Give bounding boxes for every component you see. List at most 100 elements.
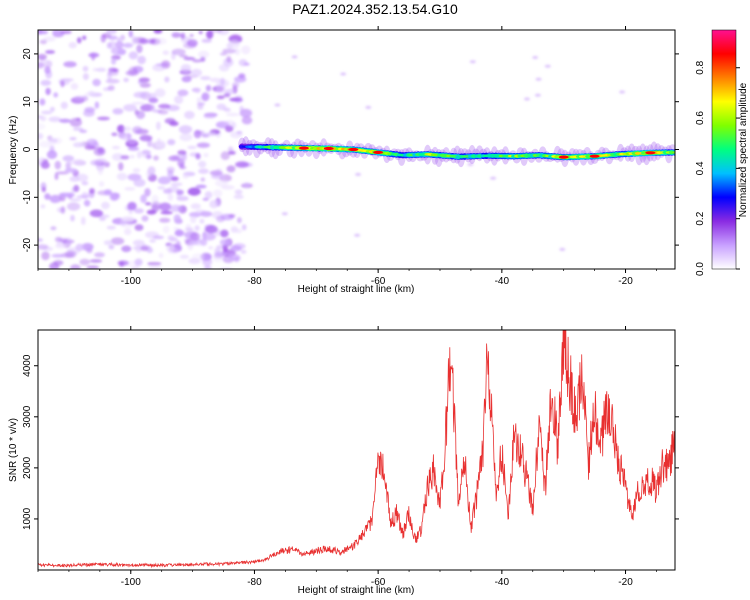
y-tick-label: 3000 [22, 405, 33, 428]
noise-blob [173, 218, 181, 224]
noise-blob [92, 67, 98, 72]
colorbar-label: Normalized spectral amplitude [738, 82, 749, 217]
noise-blob [228, 151, 236, 155]
noise-blob [192, 59, 202, 63]
noise-blob [95, 67, 107, 72]
noise-blob [48, 116, 62, 123]
noise-blob [38, 133, 44, 140]
noise-blob [39, 141, 52, 148]
spectrogram-y-ticks: -20 -10 0 10 20 [22, 48, 679, 252]
noise-blob [133, 208, 144, 214]
noise-blob [69, 137, 77, 141]
noise-blob [148, 97, 159, 104]
noise-blob [60, 206, 66, 214]
noise-blob [241, 45, 251, 55]
noise-blob [149, 239, 156, 243]
noise-blob [141, 215, 149, 222]
noise-blob [73, 184, 80, 193]
noise-blob [162, 225, 170, 234]
noise-blob [203, 265, 212, 269]
noise-blob [76, 173, 89, 182]
noise-blob [94, 101, 100, 109]
noise-blob [152, 63, 166, 72]
noise-blob [182, 174, 189, 179]
noise-blob [45, 87, 51, 96]
noise-blob [209, 170, 223, 176]
noise-blob [127, 138, 137, 145]
noise-blob [178, 125, 193, 134]
noise-blob [209, 200, 219, 209]
noise-blob [139, 38, 148, 45]
noise-blob [177, 89, 189, 97]
spectrogram-x-ticks: -100 -80 -60 -40 -20 [37, 26, 657, 287]
noise-blob [89, 259, 103, 263]
x-tick-label: -40 [495, 276, 510, 287]
noise-blob [158, 103, 171, 109]
noise-blob [90, 159, 103, 166]
noise-blob [201, 92, 210, 102]
noise-blob [159, 217, 171, 223]
noise-blob [167, 139, 176, 146]
noise-blob [140, 104, 155, 112]
noise-blob [120, 34, 125, 41]
noise-blob [179, 54, 188, 58]
ridge-peak [323, 146, 334, 151]
noise-blob [136, 44, 143, 54]
noise-blob [190, 215, 197, 224]
noise-blob [230, 245, 242, 252]
noise-blob [50, 226, 57, 231]
noise-blob [208, 246, 214, 250]
noise-blob [59, 118, 71, 123]
noise-blob [226, 55, 232, 63]
noise-blob [123, 42, 133, 48]
noise-blob [51, 253, 65, 258]
noise-blob [122, 126, 132, 132]
noise-blob [200, 211, 213, 217]
noise-blob [87, 90, 96, 96]
noise-blob [64, 168, 78, 173]
heatmap-layer [38, 30, 675, 269]
noise-blob [83, 199, 91, 207]
noise-blob [220, 229, 229, 238]
noise-blob [170, 176, 179, 181]
noise-blob [239, 108, 253, 118]
noise-blob [196, 97, 202, 103]
noise-blob [43, 36, 56, 42]
noise-blob [110, 47, 125, 55]
x-tick-label: -100 [121, 276, 141, 287]
ridge-core [671, 151, 675, 154]
noise-blob [120, 134, 128, 139]
noise-blob [175, 240, 181, 249]
noise-blob [164, 76, 170, 83]
noise-blob [203, 152, 209, 158]
noise-blob [70, 83, 79, 90]
noise-blob [112, 68, 120, 73]
x-tick-label: -80 [247, 577, 262, 588]
noise-blob [41, 110, 53, 115]
noise-blob [202, 257, 213, 267]
noise-blob [223, 93, 231, 98]
noise-blob [180, 32, 186, 40]
colorbar-gradient [712, 30, 736, 269]
ridge-peak [298, 146, 309, 150]
noise-blob [168, 237, 178, 242]
noise-blob [137, 150, 142, 159]
noise-blobs [38, 30, 650, 269]
noise-blob [148, 92, 157, 100]
noise-blob [643, 155, 650, 159]
noise-blob [177, 158, 185, 168]
noise-blob [123, 104, 137, 112]
noise-blob [235, 161, 249, 168]
noise-blob [191, 68, 203, 77]
noise-blob [73, 95, 87, 101]
noise-blob [79, 258, 90, 266]
y-tick-label: 0 [22, 146, 33, 152]
noise-blob [116, 37, 122, 42]
noise-blob [171, 32, 181, 38]
noise-blob [158, 252, 164, 259]
noise-blob [103, 240, 112, 246]
noise-blob [190, 203, 201, 210]
noise-blob [198, 168, 209, 174]
y-tick-label: -20 [22, 237, 33, 252]
noise-blob [200, 177, 206, 182]
